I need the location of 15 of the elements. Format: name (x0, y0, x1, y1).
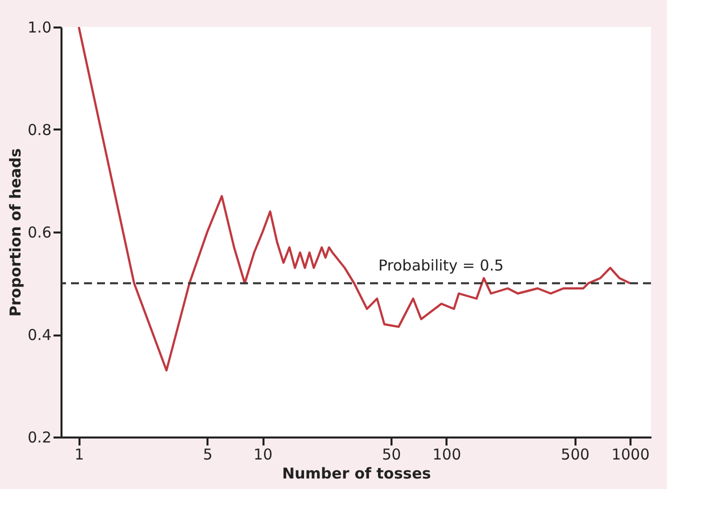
y-axis-title: Proportion of heads (6, 148, 25, 317)
x-tick-label: 5 (202, 446, 213, 464)
y-tick-label: 0.6 (28, 224, 52, 242)
y-tick-label: 1.0 (28, 18, 52, 36)
y-tick-label: 0.4 (28, 326, 52, 344)
x-tick-label: 10 (254, 446, 273, 464)
y-tick-label: 0.2 (28, 428, 52, 446)
y-tick-label: 0.8 (28, 121, 52, 139)
x-tick-label: 50 (382, 446, 402, 464)
x-tick-label: 100 (432, 446, 462, 464)
ref-line-label: Probability = 0.5 (378, 256, 504, 274)
x-tick-label: 1 (74, 446, 84, 464)
x-tick-label: 500 (560, 446, 590, 464)
x-axis-title: Number of tosses (282, 464, 432, 482)
x-tick-label: 1000 (611, 446, 650, 464)
